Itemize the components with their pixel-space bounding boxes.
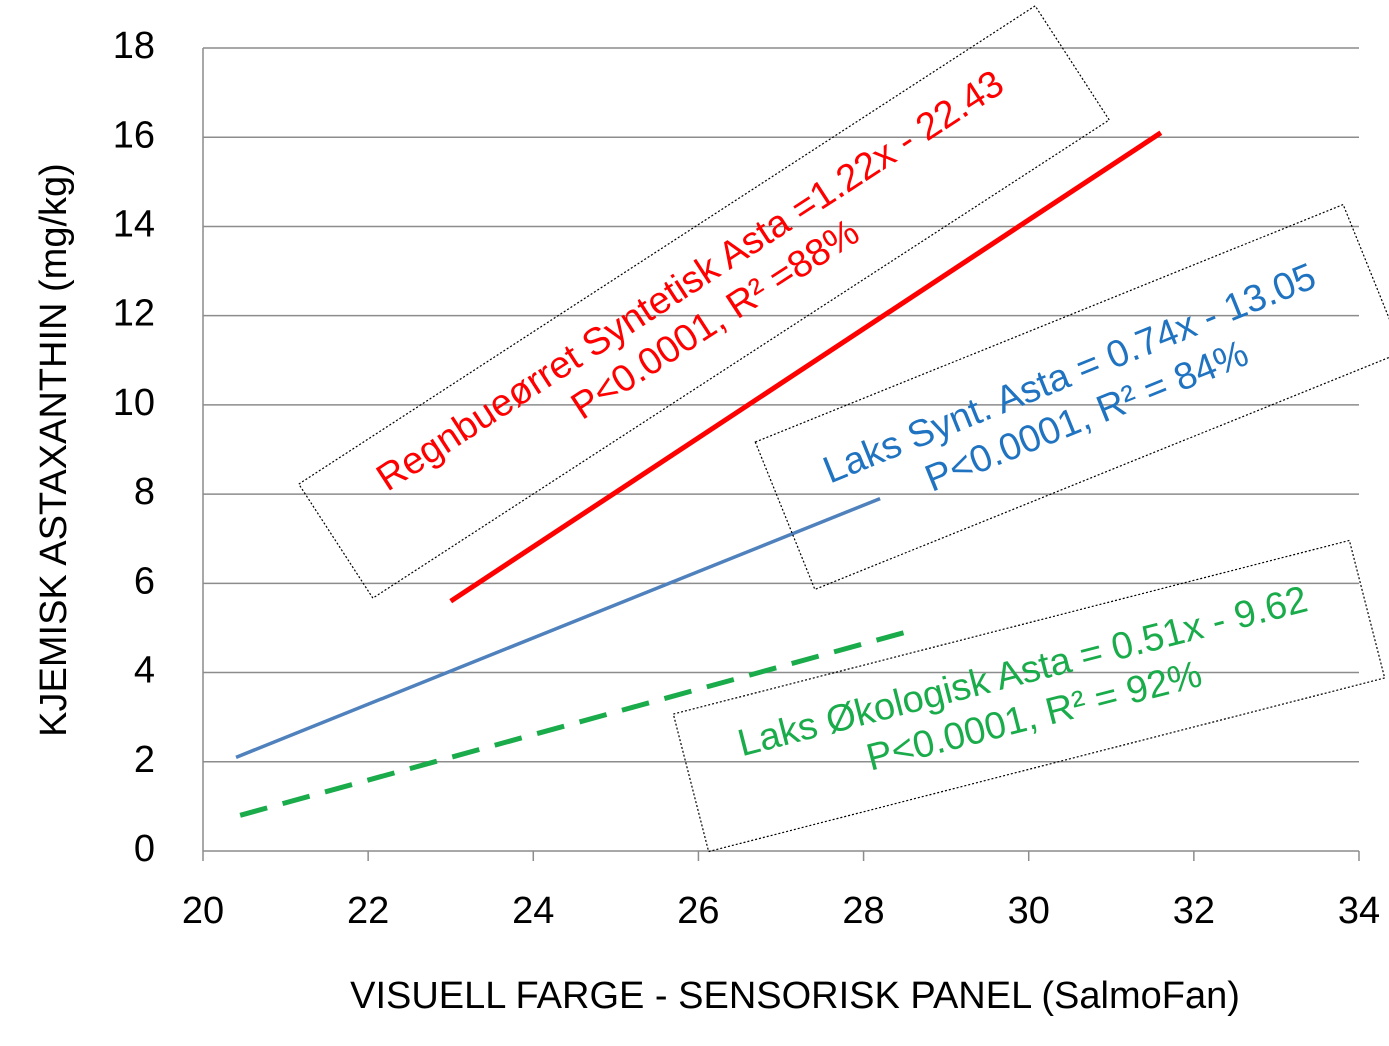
y-tick-label: 4 xyxy=(134,650,155,692)
x-tick-label: 22 xyxy=(347,890,389,932)
y-tick-label: 12 xyxy=(113,293,155,335)
y-tick-label: 0 xyxy=(134,828,155,870)
annotation-box xyxy=(754,203,1389,591)
y-axis-title: KJEMISK ASTAXANTHIN (mg/kg) xyxy=(33,163,75,737)
y-tick-label: 2 xyxy=(134,739,155,781)
y-tick-label: 6 xyxy=(134,560,155,602)
y-tick-label: 14 xyxy=(113,203,155,245)
y-tick-label: 10 xyxy=(113,382,155,424)
series-line xyxy=(235,496,881,759)
x-tick-label: 30 xyxy=(1008,890,1050,932)
y-tick-label: 8 xyxy=(134,471,155,513)
x-tick-label: 34 xyxy=(1338,890,1380,932)
series-line xyxy=(239,629,906,818)
x-tick-label: 28 xyxy=(842,890,884,932)
annotation-box xyxy=(672,539,1386,853)
x-tick-label: 26 xyxy=(677,890,719,932)
series-line xyxy=(449,130,1163,604)
y-tick-label: 16 xyxy=(113,114,155,156)
x-tick-label: 32 xyxy=(1173,890,1215,932)
x-tick-label: 24 xyxy=(512,890,554,932)
x-axis-title: VISUELL FARGE - SENSORISK PANEL (SalmoFa… xyxy=(350,975,1240,1017)
y-tick-label: 18 xyxy=(113,25,155,67)
x-tick-label: 20 xyxy=(182,890,224,932)
